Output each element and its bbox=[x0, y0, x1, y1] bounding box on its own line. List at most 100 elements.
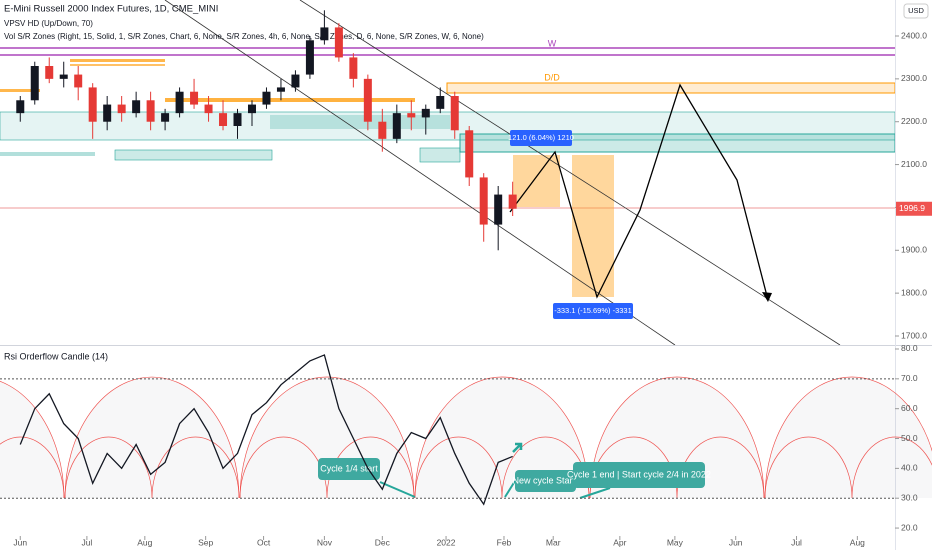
callout-pointer bbox=[504, 480, 516, 498]
x-tick-label: Aug bbox=[850, 537, 865, 547]
zone bbox=[70, 59, 165, 62]
zone bbox=[165, 98, 415, 102]
chart-title: E-Mini Russell 2000 Index Futures, 1D, C… bbox=[4, 4, 218, 15]
measure-box bbox=[553, 303, 633, 319]
candle-body bbox=[247, 104, 256, 114]
indicator-label: VPSV HD (Up/Down, 70) bbox=[4, 19, 93, 28]
candle-body bbox=[117, 104, 126, 114]
zone bbox=[446, 82, 896, 94]
cycle-arc bbox=[0, 436, 65, 499]
candle-body bbox=[407, 113, 416, 118]
y-tick-label: 20.0 bbox=[901, 522, 918, 532]
last-price-box bbox=[896, 201, 932, 216]
zone bbox=[0, 152, 95, 156]
candle-body bbox=[146, 100, 155, 122]
candle-body bbox=[291, 74, 300, 88]
zone-label: W bbox=[548, 38, 557, 48]
candle-body bbox=[334, 27, 343, 58]
cycle-arc bbox=[239, 436, 415, 499]
arrow-head bbox=[762, 292, 772, 302]
candle-body bbox=[494, 194, 503, 225]
callout-pointer bbox=[379, 481, 416, 498]
candle-body bbox=[103, 104, 112, 122]
candle-body bbox=[190, 91, 199, 105]
callout bbox=[318, 458, 380, 480]
x-tick-label: Jul bbox=[81, 537, 92, 547]
candle-body bbox=[59, 74, 68, 79]
x-tick-label: Aug bbox=[137, 537, 152, 547]
callout-label: New cycle Starts bbox=[512, 475, 580, 485]
callout bbox=[573, 462, 705, 488]
x-tick-label: Feb bbox=[497, 537, 512, 547]
zone bbox=[0, 89, 40, 92]
zone bbox=[70, 64, 165, 66]
last-price-label: 1996.9 bbox=[899, 203, 925, 213]
x-tick-label: Nov bbox=[317, 537, 333, 547]
candle-body bbox=[45, 66, 54, 79]
rsi-line bbox=[19, 354, 513, 506]
cycle-arc bbox=[64, 376, 240, 499]
candle-body bbox=[262, 91, 271, 105]
currency-button[interactable] bbox=[903, 3, 929, 19]
candle-body bbox=[175, 91, 184, 114]
candle-body bbox=[233, 113, 242, 126]
candle-body bbox=[436, 96, 445, 109]
y-tick-label: 1800.0 bbox=[901, 287, 927, 297]
y-tick-label: 70.0 bbox=[901, 373, 918, 383]
cycle-arc bbox=[764, 376, 932, 499]
candle-body bbox=[508, 194, 517, 209]
y-tick-label: 2100.0 bbox=[901, 159, 927, 169]
x-tick-label: Oct bbox=[257, 537, 271, 547]
callout-pointer bbox=[579, 487, 611, 499]
zone-label: D/D bbox=[544, 72, 560, 82]
candle-body bbox=[161, 113, 170, 122]
candle-body bbox=[305, 40, 314, 75]
zone bbox=[114, 149, 273, 161]
candle-body bbox=[465, 130, 474, 178]
cycle-arc bbox=[0, 381, 65, 499]
candle-body bbox=[320, 27, 329, 41]
callout-label: Cycle 1/4 start bbox=[320, 463, 378, 473]
candle-body bbox=[219, 113, 228, 126]
y-tick-label: 60.0 bbox=[901, 403, 918, 413]
candle-body bbox=[88, 87, 97, 122]
zone bbox=[270, 115, 450, 129]
y-tick-label: 2400.0 bbox=[901, 30, 927, 40]
measure-label: 121.0 (6.04%) 1210 bbox=[508, 133, 574, 142]
y-tick-label: 50.0 bbox=[901, 433, 918, 443]
cycle-arc bbox=[414, 376, 590, 499]
y-tick-label: 40.0 bbox=[901, 463, 918, 473]
candle-body bbox=[30, 66, 39, 101]
candle-body bbox=[16, 100, 25, 114]
zone bbox=[419, 147, 461, 163]
x-tick-label: Jun bbox=[13, 537, 27, 547]
measure-box bbox=[510, 130, 572, 146]
currency-label[interactable]: USD bbox=[908, 6, 924, 15]
y-tick-label: 30.0 bbox=[901, 492, 918, 502]
x-tick-label: Jun bbox=[729, 537, 743, 547]
y-tick-label: 1900.0 bbox=[901, 245, 927, 255]
x-tick-label: 2022 bbox=[437, 537, 456, 547]
x-tick-label: May bbox=[667, 537, 684, 547]
x-tick-label: Apr bbox=[613, 537, 626, 547]
channel-line bbox=[164, 0, 676, 346]
candle-body bbox=[450, 96, 459, 131]
x-tick-label: Jul bbox=[791, 537, 802, 547]
candle-body bbox=[132, 100, 141, 114]
y-tick-label: 80.0 bbox=[901, 343, 918, 353]
cycle-arcs bbox=[0, 376, 932, 499]
x-tick-label: Sep bbox=[198, 537, 213, 547]
candle-body bbox=[378, 121, 387, 139]
measure-label: -333.1 (-15.69%) -3331 bbox=[554, 306, 632, 315]
candle-body bbox=[276, 87, 285, 92]
x-tick-label: Mar bbox=[546, 537, 561, 547]
candle-body bbox=[479, 177, 488, 225]
candle-body bbox=[421, 108, 430, 118]
projection-path bbox=[509, 83, 769, 301]
candle-body bbox=[392, 113, 401, 139]
y-tick-label: 2300.0 bbox=[901, 73, 927, 83]
callout-label: Cycle 1 end | Start cycle 2/4 in 2022 bbox=[567, 469, 711, 479]
indicator-label: Vol S/R Zones (Right, 15, Solid, 1, S/R … bbox=[4, 32, 484, 41]
candle-body bbox=[74, 74, 83, 88]
